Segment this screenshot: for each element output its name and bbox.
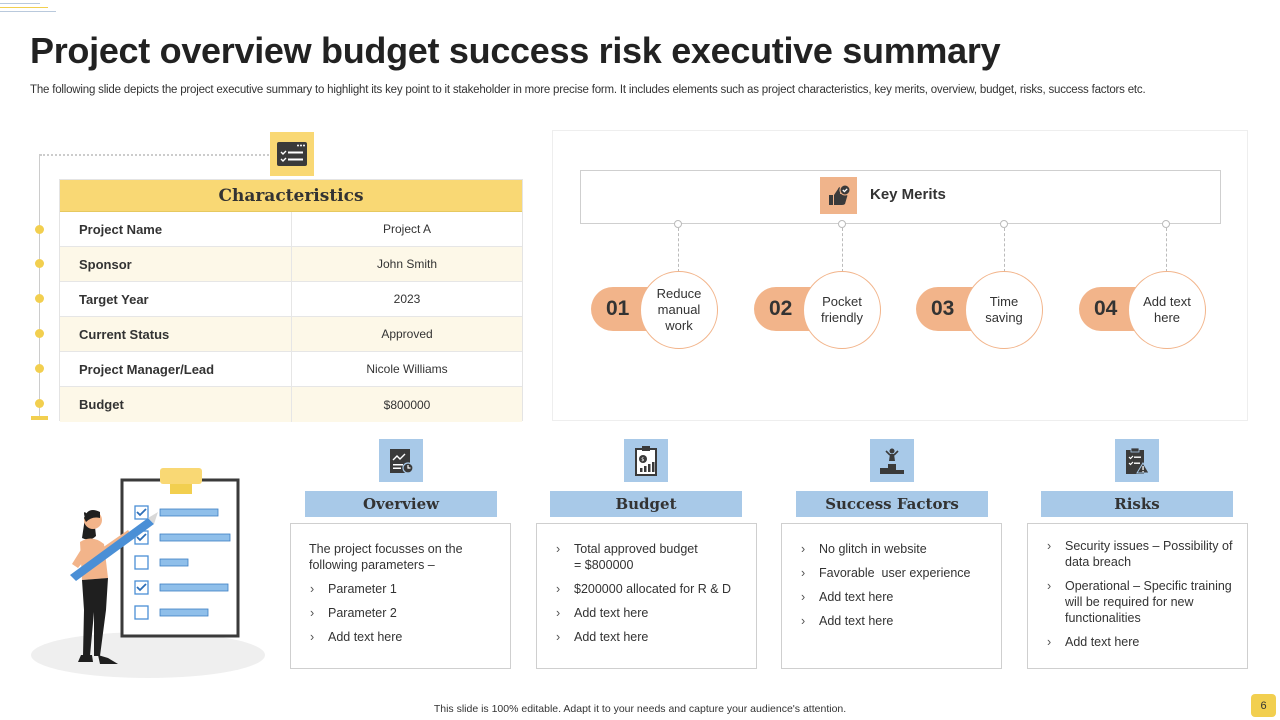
row-value: $800000 [383, 397, 431, 412]
key-merits-panel [552, 130, 1248, 421]
list-item: $200000 allocated for R & D [555, 581, 746, 597]
list-item: Operational – Specific training will be … [1046, 578, 1237, 626]
page-title: Project overview budget success risk exe… [30, 30, 1001, 71]
connector-line [678, 228, 679, 272]
chart-document-icon [379, 439, 423, 482]
success-factors-list: No glitch in website Favorable user expe… [800, 541, 991, 629]
footer-note: This slide is 100% editable. Adapt it to… [433, 703, 847, 715]
budget-list: Total approved budget = $800000 $200000 … [555, 541, 746, 645]
connector-dot [1162, 220, 1170, 228]
checklist-window-icon [270, 132, 314, 176]
list-item: Add text here [800, 613, 991, 629]
list-item: Favorable user experience [800, 565, 991, 581]
overview-intro: The project focusses on the following pa… [309, 542, 463, 572]
risks-list: Security issues – Possibility of data br… [1046, 538, 1237, 650]
table-row: Budget $800000 [60, 387, 522, 422]
table-row: Target Year 2023 [60, 282, 522, 317]
row-value: Nicole Williams [366, 362, 448, 376]
connector-line [1004, 228, 1005, 272]
timeline-dot [35, 329, 44, 338]
row-label: Project Manager/Lead [60, 352, 292, 386]
key-merits-title: Key Merits [870, 186, 946, 203]
merit-text: Time saving [965, 271, 1043, 349]
row-label: Budget [60, 387, 292, 422]
list-item: No glitch in website [800, 541, 991, 557]
list-item: Total approved budget = $800000 [555, 541, 746, 573]
overview-list: Parameter 1 Parameter 2 Add text here [309, 581, 500, 645]
timeline-dot [35, 225, 44, 234]
timeline-dot [35, 294, 44, 303]
podium-icon [870, 439, 914, 482]
budget-title: Budget [550, 491, 742, 517]
list-item: Parameter 2 [309, 605, 500, 621]
row-value: Approved [381, 327, 433, 341]
timeline-vertical-line [39, 154, 40, 416]
row-label: Sponsor [60, 247, 292, 281]
overview-title: Overview [305, 491, 497, 517]
svg-text:$: $ [641, 457, 644, 463]
list-item: Add text here [1046, 634, 1237, 650]
timeline-dotted-line [40, 154, 272, 156]
list-item: Parameter 1 [309, 581, 500, 597]
list-item: Add text here [309, 629, 500, 645]
page-number: 6 [1251, 694, 1276, 717]
connector-line [1166, 228, 1167, 272]
decorative-corner-lines [0, 0, 56, 15]
merit-text: Reduce manual work [640, 271, 718, 349]
timeline-base [31, 416, 48, 420]
table-row: Current Status Approved [60, 317, 522, 352]
row-value: 2023 [393, 292, 421, 306]
risk-clipboard-icon [1115, 439, 1159, 482]
characteristics-table: Characteristics Project Name Project A S… [59, 179, 523, 422]
page-subtitle: The following slide depicts the project … [30, 84, 1146, 96]
list-item: Add text here [555, 605, 746, 621]
characteristics-header: Characteristics [60, 180, 522, 212]
row-label: Project Name [60, 212, 292, 246]
timeline-dot [35, 399, 44, 408]
table-row: Project Name Project A [60, 212, 522, 247]
thumbs-up-icon [820, 177, 857, 214]
overview-card: The project focusses on the following pa… [290, 523, 511, 669]
table-row: Sponsor John Smith [60, 247, 522, 282]
merit-text: Add text here [1128, 271, 1206, 349]
row-label: Target Year [60, 282, 292, 316]
connector-dot [1000, 220, 1008, 228]
woman-checklist-illustration [30, 460, 275, 685]
list-item: Add text here [800, 589, 991, 605]
success-factors-card: No glitch in website Favorable user expe… [781, 523, 1002, 669]
budget-card: Total approved budget = $800000 $200000 … [536, 523, 757, 669]
list-item: Security issues – Possibility of data br… [1046, 538, 1237, 570]
merit-text: Pocket friendly [803, 271, 881, 349]
timeline-dot [35, 364, 44, 373]
list-item: Add text here [555, 629, 746, 645]
risks-card: Security issues – Possibility of data br… [1027, 523, 1248, 669]
risks-title: Risks [1041, 491, 1233, 517]
connector-dot [838, 220, 846, 228]
table-row: Project Manager/Lead Nicole Williams [60, 352, 522, 387]
connector-line [842, 228, 843, 272]
budget-report-icon: $ [624, 439, 668, 482]
row-value: Project A [382, 222, 432, 236]
key-merits-header [580, 170, 1221, 224]
row-label: Current Status [60, 317, 292, 351]
row-value: John Smith [376, 257, 438, 271]
timeline-dot [35, 259, 44, 268]
connector-dot [674, 220, 682, 228]
success-factors-title: Success Factors [796, 491, 988, 517]
